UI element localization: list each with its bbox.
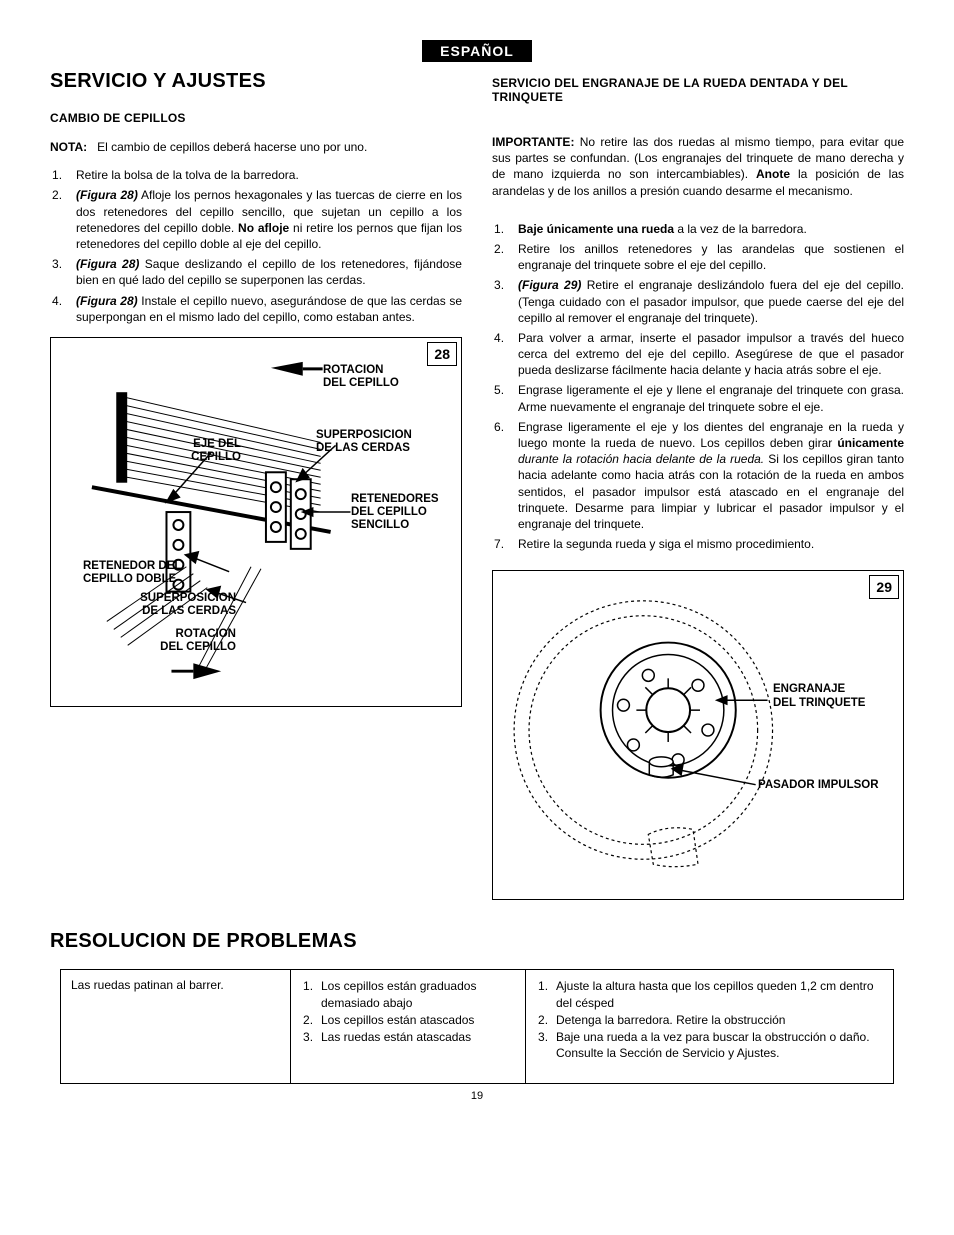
left-column: SERVICIO Y AJUSTES CAMBIO DE CEPILLOS NO…	[50, 70, 462, 900]
trouble-remedy-3: Baje una rueda a la vez para buscar la o…	[536, 1029, 883, 1061]
fig28-label-retenedor-doble: RETENEDOR DELCEPILLO DOBLE	[83, 560, 181, 586]
troubleshoot-table: Las ruedas patinan al barrer. Los cepill…	[60, 969, 894, 1084]
fig29-label-pasador: PASADOR IMPULSOR	[758, 779, 879, 792]
note-text: El cambio de cepillos deberá hacerse uno…	[97, 140, 367, 154]
note-label: NOTA:	[50, 140, 87, 154]
fig28-label-rotacion-bot: ROTACIONDEL CEPILLO	[141, 628, 236, 654]
gear-step-4: Para volver a armar, inserte el pasador …	[492, 330, 904, 379]
fig28-label-retenedores-sencillo: RETENEDORESDEL CEPILLOSENCILLO	[351, 493, 439, 533]
gear-step-7: Retire la segunda rueda y siga el mismo …	[492, 536, 904, 552]
section-title-troubleshoot: RESOLUCION DE PROBLEMAS	[50, 930, 904, 953]
figure-28-number: 28	[427, 342, 457, 366]
trouble-col-problem: Las ruedas patinan al barrer.	[61, 970, 291, 1083]
trouble-cause-1: Los cepillos están graduados demasiado a…	[301, 978, 515, 1010]
figure-29-number: 29	[869, 575, 899, 599]
two-column-layout: SERVICIO Y AJUSTES CAMBIO DE CEPILLOS NO…	[50, 70, 904, 900]
fig28-label-eje: EJE DELCEPILLO	[179, 438, 241, 464]
section-title-service: SERVICIO Y AJUSTES	[50, 70, 462, 93]
subsection-gear-service: SERVICIO DEL ENGRANAJE DE LA RUEDA DENTA…	[492, 76, 904, 104]
figure-28: 28	[50, 337, 462, 707]
fig28-label-superpos-bot: SUPERPOSICIONDE LAS CERDAS	[106, 592, 236, 618]
page-number: 19	[50, 1090, 904, 1102]
figure-29-svg	[493, 571, 903, 899]
gear-step-5: Engrase ligeramente el eje y llene el en…	[492, 382, 904, 414]
trouble-problem-text: Las ruedas patinan al barrer.	[71, 978, 224, 992]
importante-label: IMPORTANTE:	[492, 135, 574, 149]
right-column: SERVICIO DEL ENGRANAJE DE LA RUEDA DENTA…	[492, 70, 904, 900]
importante-paragraph: IMPORTANTE: No retire las dos ruedas al …	[492, 134, 904, 199]
brush-step-2: (Figura 28) Afloje los pernos hexagonale…	[50, 187, 462, 252]
gear-step-1: Baje únicamente una rueda a la vez de la…	[492, 221, 904, 237]
figure-29: 29	[492, 570, 904, 900]
brush-step-1: Retire la bolsa de la tolva de la barred…	[50, 167, 462, 183]
note-paragraph: NOTA: El cambio de cepillos deberá hacer…	[50, 139, 462, 155]
trouble-cause-3: Las ruedas están atascadas	[301, 1029, 515, 1045]
trouble-remedy-2: Detenga la barredora. Retire la obstrucc…	[536, 1012, 883, 1028]
gear-step-3: (Figura 29) Retire el engranaje deslizán…	[492, 277, 904, 326]
trouble-cause-list: Los cepillos están graduados demasiado a…	[301, 978, 515, 1045]
trouble-cause-2: Los cepillos están atascados	[301, 1012, 515, 1028]
brush-steps-list: Retire la bolsa de la tolva de la barred…	[50, 167, 462, 325]
gear-step-6: Engrase ligeramente el eje y los dientes…	[492, 419, 904, 532]
gear-steps-list: Baje únicamente una rueda a la vez de la…	[492, 221, 904, 553]
trouble-col-cause: Los cepillos están graduados demasiado a…	[291, 970, 526, 1083]
gear-step-2: Retire los anillos retenedores y las ara…	[492, 241, 904, 273]
trouble-remedy-list: Ajuste la altura hasta que los cepillos …	[536, 978, 883, 1061]
brush-step-3: (Figura 28) Saque deslizando el cepillo …	[50, 256, 462, 288]
anote-label: Anote	[756, 167, 790, 181]
fig29-label-engranaje: ENGRANAJEDEL TRINQUETE	[773, 683, 865, 709]
trouble-col-remedy: Ajuste la altura hasta que los cepillos …	[526, 970, 893, 1083]
subsection-brush-change: CAMBIO DE CEPILLOS	[50, 111, 462, 125]
fig28-label-rotacion-top: ROTACIONDEL CEPILLO	[323, 364, 399, 390]
fig28-label-superpos-top: SUPERPOSICIONDE LAS CERDAS	[316, 429, 412, 455]
trouble-remedy-1: Ajuste la altura hasta que los cepillos …	[536, 978, 883, 1010]
brush-step-4: (Figura 28) Instale el cepillo nuevo, as…	[50, 293, 462, 325]
language-badge: ESPAÑOL	[422, 40, 532, 62]
